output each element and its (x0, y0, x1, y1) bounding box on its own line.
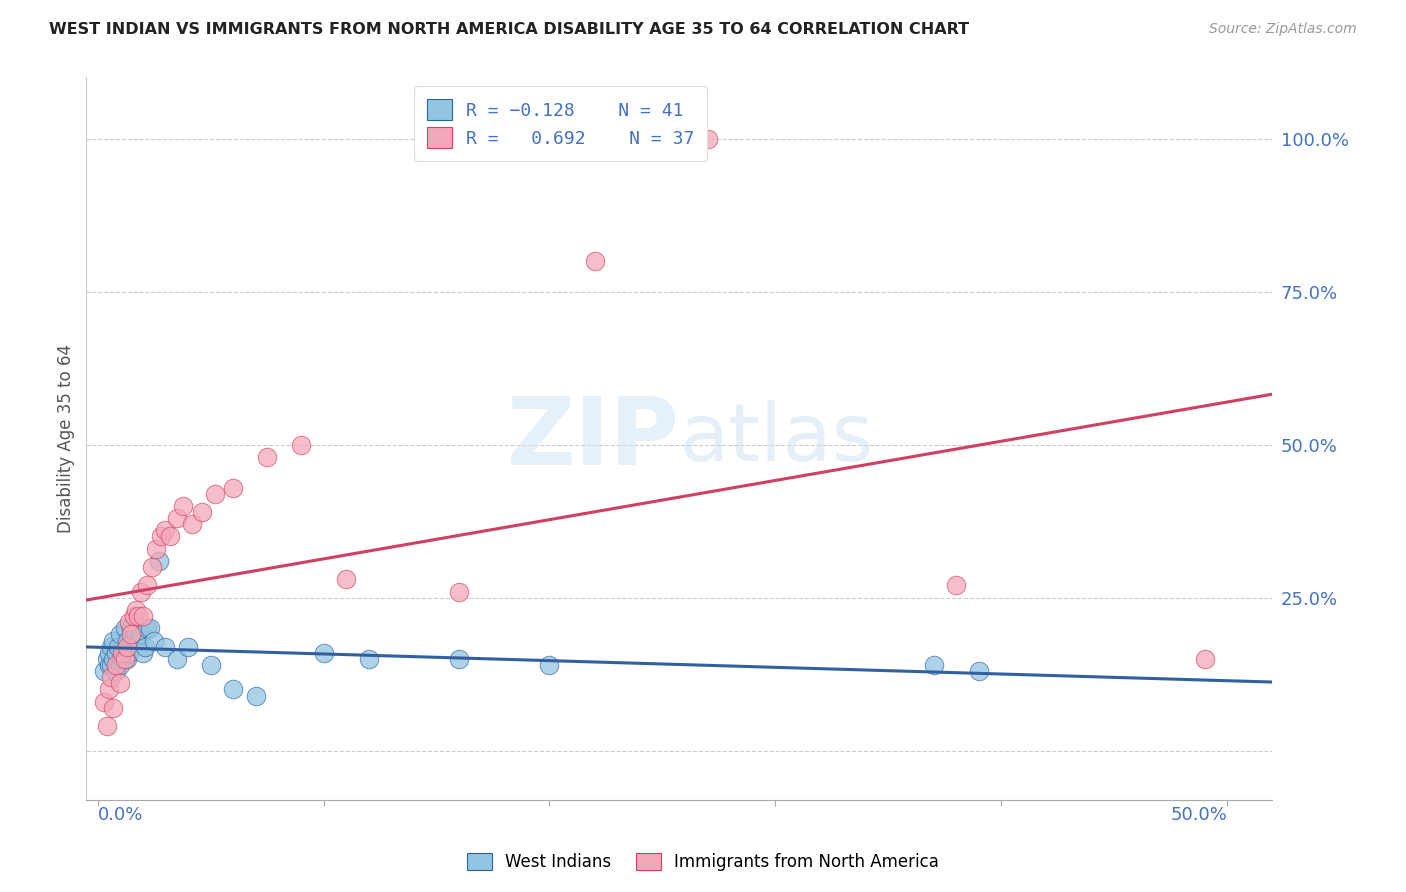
Point (108, 627, 131, 641)
Point (357, 652, 380, 666)
Point (122, 627, 145, 641)
Point (111, 646, 134, 660)
Legend: R = −0.128    N = 41, R =   0.692    N = 37: R = −0.128 N = 41, R = 0.692 N = 37 (415, 87, 707, 161)
Point (121, 627, 143, 641)
Point (177, 640, 200, 654)
Point (125, 603, 148, 617)
Point (97, 646, 120, 660)
Point (111, 652, 134, 666)
Point (449, 652, 471, 666)
Point (121, 621, 143, 635)
Point (132, 609, 155, 624)
Text: 50.0%: 50.0% (1170, 805, 1227, 824)
Point (114, 652, 136, 666)
Point (100, 658, 122, 673)
Point (138, 621, 160, 635)
Point (134, 640, 156, 654)
Point (256, 450, 278, 464)
Point (155, 524, 177, 538)
Point (155, 640, 177, 654)
Point (1194, 652, 1216, 666)
Point (145, 541, 167, 556)
Point (967, 664, 990, 678)
Point (104, 646, 127, 660)
Point (108, 658, 131, 673)
Point (100, 640, 122, 654)
Point (190, 505, 212, 519)
Point (538, 658, 561, 673)
Point (104, 664, 127, 678)
Point (103, 633, 125, 648)
Point (115, 652, 138, 666)
Point (290, 438, 312, 452)
Point (122, 609, 145, 624)
Point (136, 578, 159, 592)
Point (127, 609, 149, 624)
Text: 0.0%: 0.0% (97, 805, 143, 824)
Point (335, 572, 357, 586)
Point (200, 658, 222, 673)
Point (172, 499, 194, 513)
Point (127, 633, 149, 648)
Point (129, 584, 152, 599)
Point (245, 689, 267, 703)
Point (149, 529, 172, 543)
Point (118, 646, 141, 660)
Point (166, 652, 188, 666)
Y-axis label: Disability Age 35 to 64: Disability Age 35 to 64 (58, 344, 75, 533)
Point (922, 658, 945, 673)
Point (115, 633, 138, 648)
Point (312, 646, 335, 660)
Text: WEST INDIAN VS IMMIGRANTS FROM NORTH AMERICA DISABILITY AGE 35 TO 64 CORRELATION: WEST INDIAN VS IMMIGRANTS FROM NORTH AME… (49, 22, 969, 37)
Legend: West Indians, Immigrants from North America: West Indians, Immigrants from North Amer… (458, 845, 948, 880)
Point (159, 529, 181, 543)
Point (148, 554, 170, 568)
Point (103, 701, 125, 715)
Point (108, 676, 131, 690)
Point (204, 486, 226, 500)
Point (222, 481, 245, 495)
Point (114, 621, 136, 635)
Point (222, 682, 245, 697)
Point (96, 719, 118, 733)
Point (118, 615, 141, 629)
Point (97, 682, 120, 697)
Point (583, 254, 606, 268)
Point (143, 633, 166, 648)
Point (115, 640, 138, 654)
Text: Source: ZipAtlas.com: Source: ZipAtlas.com (1209, 22, 1357, 37)
Point (96, 652, 118, 666)
Point (93, 664, 115, 678)
Point (136, 621, 159, 635)
Point (696, 131, 718, 145)
Point (107, 640, 129, 654)
Point (166, 511, 188, 525)
Point (100, 670, 122, 684)
Point (97, 658, 120, 673)
Point (181, 517, 204, 532)
Point (125, 627, 148, 641)
Point (104, 658, 127, 673)
Point (449, 584, 471, 599)
Text: atlas: atlas (679, 400, 873, 477)
Point (93, 695, 115, 709)
Point (132, 646, 155, 660)
Text: ZIP: ZIP (506, 392, 679, 484)
Point (103, 652, 125, 666)
Point (945, 578, 967, 592)
Point (129, 627, 152, 641)
Point (141, 560, 163, 574)
